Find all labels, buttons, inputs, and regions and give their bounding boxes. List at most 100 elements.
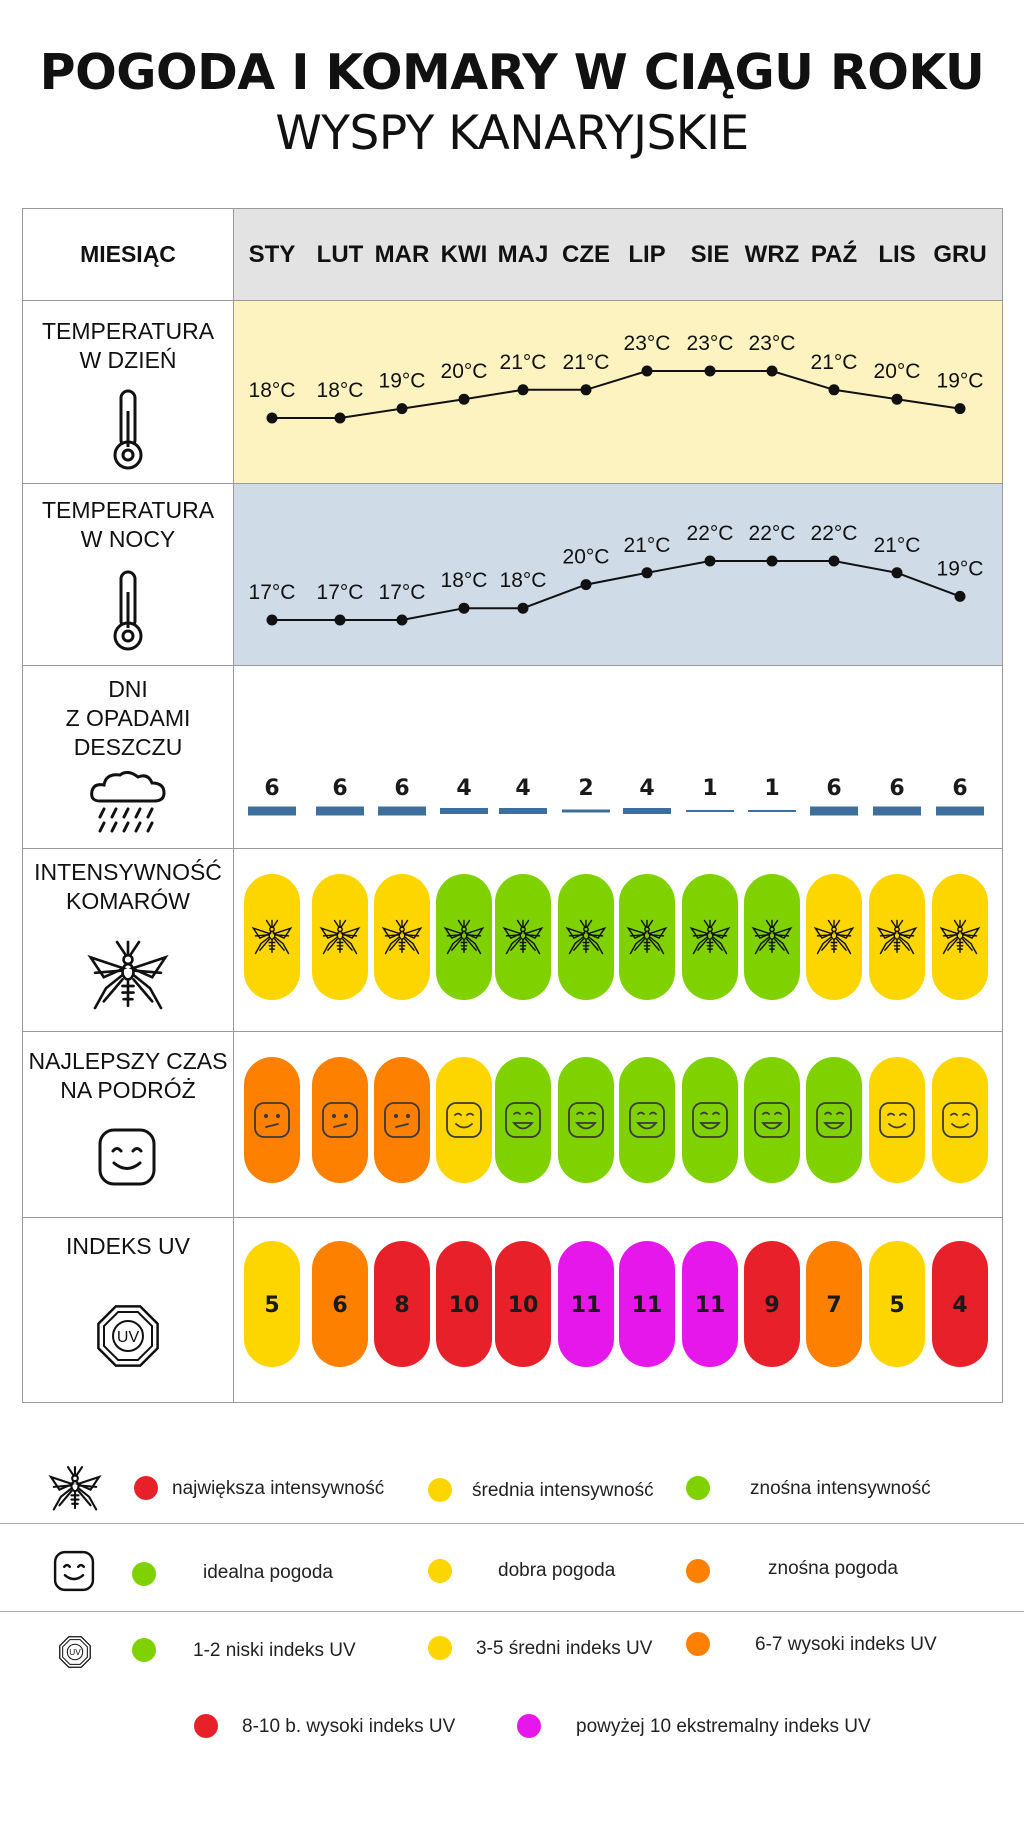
- uv-badge-glyph: UV: [97, 1305, 159, 1367]
- month-label: LIS: [878, 240, 916, 268]
- day-temp-label: 19°C: [379, 370, 426, 393]
- night-temp-label: 17°C: [379, 581, 426, 604]
- night-temp-label: 18°C: [500, 569, 547, 592]
- calendar-table: MIESIĄC STY LUT MAR KWI MAJ CZE LIP SIE WRZ PAŹ LI…: [22, 208, 1003, 1403]
- uv-pill: [312, 1241, 368, 1367]
- travel-pill: [744, 1057, 800, 1183]
- mosquito-glyph: [876, 919, 918, 955]
- row-label-temp-day: TEMPERATURA W DZIEŃ: [23, 317, 233, 375]
- day-temp-point: [828, 384, 840, 396]
- rain-value: 6: [952, 776, 967, 801]
- night-temp-label: 17°C: [317, 581, 364, 604]
- legend-text: 3-5 średni indeks UV: [476, 1638, 653, 1659]
- night-temp-point: [954, 590, 966, 602]
- smiley-icon: [754, 1102, 790, 1138]
- day-temp-point: [517, 384, 529, 396]
- uv-badge-icon: UV: [97, 1305, 159, 1367]
- night-temp-label: 22°C: [687, 522, 734, 545]
- month-label: MAJ: [497, 240, 549, 268]
- month-label: LIP: [628, 240, 666, 268]
- mosquito-pill: [619, 874, 675, 1000]
- smiley-icon: [384, 1102, 420, 1138]
- night-temp-label: 17°C: [249, 581, 296, 604]
- night-temp-point: [641, 567, 653, 579]
- mosquito-pill: [869, 874, 925, 1000]
- mosquito-glyph: [87, 940, 169, 1010]
- rain-value: 6: [394, 776, 409, 801]
- mosquito-pill: [806, 874, 862, 1000]
- rain-bar: [748, 810, 796, 812]
- uv-value: 5: [889, 1293, 904, 1318]
- uv-badge-text: UV: [117, 1329, 140, 1346]
- uv-pill: [436, 1241, 492, 1367]
- smiley-icon: [692, 1102, 728, 1138]
- legend-dot-yellow: [428, 1478, 452, 1502]
- row-label-line: DNI: [108, 676, 148, 702]
- mosquito-icon: [87, 940, 169, 1010]
- day-temp-line: [272, 370, 961, 419]
- legend-dot-orange: [686, 1632, 710, 1656]
- mosquito-glyph: [443, 919, 485, 955]
- smiley-icon: [629, 1102, 665, 1138]
- uv-value: 11: [695, 1293, 726, 1318]
- uv-value: 4: [952, 1293, 967, 1318]
- night-temp-point: [266, 614, 278, 626]
- rain-value: 6: [826, 776, 841, 801]
- night-temp-point: [704, 555, 716, 567]
- legend-text: 6-7 wysoki indeks UV: [755, 1634, 937, 1655]
- travel-pill: [244, 1057, 300, 1183]
- day-temp-label: 20°C: [874, 360, 921, 383]
- header-band: [234, 209, 1002, 300]
- night-temp-label: 20°C: [563, 546, 610, 569]
- mosquito-glyph: [813, 919, 855, 955]
- night-temp-label: 22°C: [749, 522, 796, 545]
- row-label-line: W DZIEŃ: [79, 347, 177, 373]
- mosquito-glyph: [502, 919, 544, 955]
- page-subtitle: WYSPY KANARYJSKIE: [275, 106, 749, 161]
- rain-bar: [316, 806, 364, 816]
- smiley-icon: [254, 1102, 290, 1138]
- legend-text: średnia intensywność: [472, 1480, 654, 1501]
- row-divider: [23, 848, 1002, 849]
- day-temp-point: [766, 365, 778, 377]
- uv-badge-icon: UV: [59, 1636, 91, 1668]
- legend-divider: [0, 1611, 1024, 1612]
- uv-value: 5: [264, 1293, 279, 1318]
- rain-bar: [248, 806, 296, 816]
- night-temp-point: [766, 555, 778, 567]
- rain-value: 1: [702, 776, 717, 801]
- month-label: MAR: [374, 240, 430, 268]
- row-label-line: W NOCY: [80, 526, 176, 552]
- travel-pill: [374, 1057, 430, 1183]
- travel-pill: [682, 1057, 738, 1183]
- row-label-line: TEMPERATURA: [41, 497, 215, 523]
- rain-bar: [562, 809, 610, 813]
- month-label: STY: [248, 240, 296, 268]
- row-divider: [23, 1217, 1002, 1218]
- uv-pill: [806, 1241, 862, 1367]
- uv-pill: [495, 1241, 551, 1367]
- legend-text: 1-2 niski indeks UV: [193, 1640, 356, 1661]
- uv-pill: [558, 1241, 614, 1367]
- smiley-icon: [53, 1550, 95, 1592]
- day-temp-label: 19°C: [937, 370, 984, 393]
- row-label-mosquito: INTENSYWNOŚĆ KOMARÓW: [23, 858, 233, 916]
- uv-value: 8: [394, 1293, 409, 1318]
- rain-bar: [499, 808, 547, 814]
- travel-pill: [436, 1057, 492, 1183]
- night-temp-point: [891, 567, 903, 579]
- smiley-icon: [942, 1102, 978, 1138]
- day-temp-label: 18°C: [249, 379, 296, 402]
- row-label-line: INDEKS UV: [66, 1233, 190, 1259]
- travel-pill: [495, 1057, 551, 1183]
- day-temp-label: 20°C: [441, 360, 488, 383]
- smiley-icon: [98, 1128, 156, 1186]
- legend-dot-orange: [686, 1559, 710, 1583]
- month-label: GRU: [933, 240, 987, 268]
- mosquito-icon: [48, 1466, 102, 1511]
- rain-cloud-icon: [90, 771, 166, 833]
- night-temp-point: [458, 602, 470, 614]
- month-label: WRZ: [744, 240, 800, 268]
- legend-dot-yellow: [428, 1636, 452, 1660]
- rain-value: 4: [639, 776, 654, 801]
